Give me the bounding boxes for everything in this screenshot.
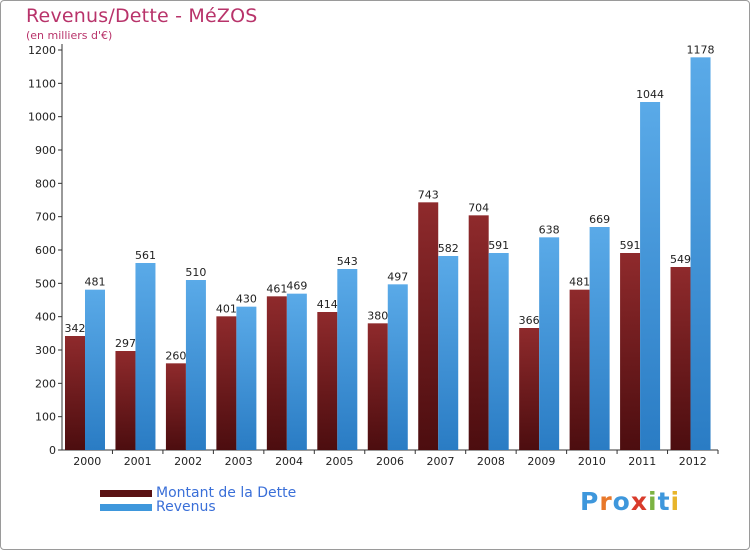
data-label-debt: 297 xyxy=(115,337,136,350)
x-tick-label: 2000 xyxy=(73,455,101,468)
logo-letter: i xyxy=(648,487,658,516)
x-tick-label: 2009 xyxy=(527,455,555,468)
data-label-revenus: 591 xyxy=(488,239,509,252)
logo-letter: t xyxy=(657,487,671,516)
legend-item-revenus: Revenus xyxy=(100,499,296,515)
y-tick-label: 900 xyxy=(35,144,56,157)
bar-revenus xyxy=(589,227,610,450)
x-tick-label: 2002 xyxy=(174,455,202,468)
x-tick-label: 2005 xyxy=(326,455,354,468)
data-label-debt: 481 xyxy=(569,276,590,289)
y-tick-label: 300 xyxy=(35,344,56,357)
bar-debt xyxy=(367,323,388,450)
logo-letter: o xyxy=(612,487,631,516)
y-tick-label: 400 xyxy=(35,311,56,324)
x-tick-label: 2008 xyxy=(477,455,505,468)
bar-revenus xyxy=(690,57,711,450)
logo-letter: r xyxy=(599,487,613,516)
y-tick-label: 1000 xyxy=(28,111,56,124)
data-label-debt: 414 xyxy=(317,298,338,311)
bar-debt xyxy=(569,289,590,450)
data-label-revenus: 582 xyxy=(438,242,459,255)
data-label-revenus: 638 xyxy=(539,223,560,236)
y-tick-label: 600 xyxy=(35,244,56,257)
legend-label-revenus: Revenus xyxy=(156,499,216,515)
bar-debt xyxy=(418,202,439,450)
bar-debt xyxy=(216,316,237,450)
data-label-debt: 591 xyxy=(620,239,641,252)
data-label-revenus: 561 xyxy=(135,249,156,262)
bar-revenus xyxy=(236,306,257,450)
data-label-revenus: 1044 xyxy=(636,88,664,101)
y-tick-label: 100 xyxy=(35,411,56,424)
bar-revenus xyxy=(488,253,509,450)
data-label-debt: 461 xyxy=(266,282,287,295)
data-label-debt: 380 xyxy=(367,309,388,322)
bar-debt xyxy=(519,328,540,450)
logo-letter: x xyxy=(630,487,648,516)
bar-debt xyxy=(266,296,287,450)
x-tick-label: 2001 xyxy=(124,455,152,468)
bar-revenus xyxy=(185,280,206,450)
y-tick-label: 500 xyxy=(35,277,56,290)
legend: Montant de la Dette Revenus xyxy=(100,485,297,515)
data-label-debt: 260 xyxy=(165,349,186,362)
bar-debt xyxy=(468,215,489,450)
x-tick-label: 2007 xyxy=(426,455,454,468)
bar-revenus xyxy=(438,256,459,450)
y-tick-label: 800 xyxy=(35,177,56,190)
data-label-debt: 401 xyxy=(216,302,237,315)
data-label-debt: 549 xyxy=(670,253,691,266)
logo-letter: i xyxy=(670,487,681,516)
y-tick-label: 1100 xyxy=(28,77,56,90)
data-label-revenus: 497 xyxy=(387,270,408,283)
x-tick-label: 2010 xyxy=(578,455,606,468)
data-label-debt: 704 xyxy=(468,201,489,214)
data-label-debt: 743 xyxy=(418,188,439,201)
chart-title: Revenus/Dette - MéZOS xyxy=(26,5,258,27)
x-tick-label: 2011 xyxy=(628,455,656,468)
data-label-revenus: 543 xyxy=(337,255,358,268)
data-label-revenus: 669 xyxy=(589,213,610,226)
bar-revenus xyxy=(640,102,661,450)
bar-debt xyxy=(165,363,186,450)
bar-revenus xyxy=(286,293,307,450)
bar-debt xyxy=(670,267,691,450)
legend-swatch-debt xyxy=(100,489,152,497)
bar-debt xyxy=(317,312,338,450)
proxiti-logo: Proxiti xyxy=(580,487,680,516)
bar-debt xyxy=(65,336,85,450)
bar-debt xyxy=(115,351,136,450)
data-label-revenus: 510 xyxy=(185,266,206,279)
bar-revenus xyxy=(135,263,156,450)
bar-revenus xyxy=(539,237,560,450)
data-label-revenus: 469 xyxy=(286,280,307,293)
bar-revenus xyxy=(337,269,358,450)
y-tick-label: 200 xyxy=(35,377,56,390)
chart-subtitle: (en milliers d'€) xyxy=(26,29,113,42)
y-tick-label: 0 xyxy=(49,444,56,457)
legend-label-debt: Montant de la Dette xyxy=(156,485,297,501)
x-tick-label: 2006 xyxy=(376,455,404,468)
bar-revenus xyxy=(85,289,105,450)
logo-letter: P xyxy=(580,487,600,516)
legend-item-debt: Montant de la Dette xyxy=(100,485,297,501)
data-label-revenus: 481 xyxy=(85,276,106,289)
data-label-revenus: 430 xyxy=(236,293,257,306)
legend-swatch-revenus xyxy=(100,503,152,511)
x-tick-label: 2012 xyxy=(679,455,707,468)
y-tick-label: 700 xyxy=(35,211,56,224)
y-tick-label: 1200 xyxy=(28,44,56,57)
data-label-debt: 342 xyxy=(65,322,86,335)
bar-revenus xyxy=(387,284,408,450)
bar-debt xyxy=(620,253,641,450)
x-tick-label: 2003 xyxy=(225,455,253,468)
data-label-revenus: 1178 xyxy=(687,43,715,56)
data-label-debt: 366 xyxy=(519,314,540,327)
x-tick-label: 2004 xyxy=(275,455,303,468)
